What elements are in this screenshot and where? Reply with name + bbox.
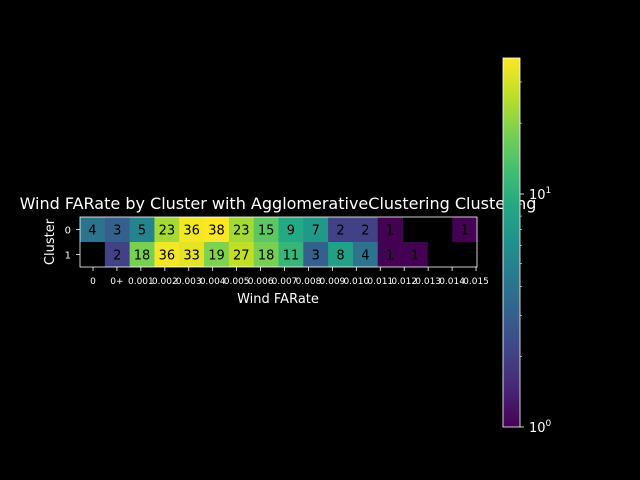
cell-value-label: 1 — [386, 224, 394, 239]
cell-value-label: 19 — [208, 249, 225, 264]
cell-value-label: 4 — [88, 224, 96, 239]
heatmap-cell — [104, 217, 131, 242]
heatmap-cell — [154, 217, 180, 242]
colorbar-minor-ticks — [520, 81, 522, 357]
cell-value-label: 23 — [233, 224, 250, 239]
heatmap-cell — [253, 217, 279, 242]
cell-value-label: 3 — [113, 224, 121, 239]
x-tick-label: 0.003 — [176, 277, 202, 287]
cell-value-label: 7 — [312, 224, 320, 239]
cell-value-label: 2 — [361, 224, 369, 239]
heatmap-cell — [204, 217, 230, 242]
cell-value-label: 33 — [183, 249, 200, 264]
colorbar: 100 101 — [502, 57, 552, 436]
heatmap-cells — [80, 217, 478, 267]
x-tick-label: 0.015 — [463, 277, 489, 287]
cell-value-label: 38 — [208, 224, 225, 239]
colorbar-tick-label: 101 — [529, 186, 551, 203]
x-tick-label: 0.013 — [415, 277, 441, 287]
x-tick-label: 0.007 — [272, 277, 298, 287]
heatmap-cell — [303, 242, 329, 267]
x-tick-label: 0 — [90, 277, 96, 287]
heatmap-cell — [377, 217, 403, 242]
y-tick-label: 0 — [65, 226, 71, 237]
cell-value-label: 18 — [134, 249, 151, 264]
heatmap-cell — [204, 242, 230, 267]
cell-value-label: 36 — [183, 224, 200, 239]
cell-value-label: 1 — [411, 249, 419, 264]
heatmap-cell — [278, 242, 304, 267]
heatmap-cell — [154, 242, 180, 267]
cell-value-label: 9 — [287, 224, 295, 239]
cell-value-label: 36 — [159, 249, 176, 264]
heatmap-cell — [452, 217, 478, 242]
cell-value-label: 11 — [283, 249, 300, 264]
cell-value-label: 1 — [386, 249, 394, 264]
heatmap-cell — [377, 242, 403, 267]
y-tick-label: 1 — [65, 251, 71, 262]
heatmap-cell — [352, 242, 379, 267]
cell-value-label: 5 — [138, 224, 146, 239]
cell-value-label: 2 — [113, 249, 121, 264]
cell-value-label: 4 — [361, 249, 369, 264]
heatmap-cell — [179, 217, 205, 242]
heatmap-cell — [328, 217, 354, 242]
heatmap-cell — [228, 217, 255, 242]
plot-frame — [79, 216, 478, 268]
heatmap-cell — [328, 242, 354, 267]
x-tick-label: 0.009 — [320, 277, 346, 287]
y-axis-ticks: 01 — [65, 226, 80, 262]
x-tick-label: 0.011 — [367, 277, 393, 287]
heatmap-cell — [129, 242, 155, 267]
heatmap-cell — [303, 217, 329, 242]
x-tick-label: 0.012 — [391, 277, 417, 287]
cell-value-label: 23 — [159, 224, 176, 239]
heatmap-cell — [278, 217, 304, 242]
x-tick-label: 0.001 — [128, 277, 154, 287]
heatmap-cell — [253, 242, 279, 267]
colorbar-tick-label: 100 — [529, 419, 552, 436]
x-tick-label: 0.005 — [224, 277, 250, 287]
heatmap-cell — [402, 242, 428, 267]
x-tick-label: 0.002 — [152, 277, 178, 287]
colorbar-gradient — [502, 57, 521, 428]
x-tick-label: 0.014 — [439, 277, 465, 287]
cell-value-label: 3 — [312, 249, 320, 264]
x-tick-label: 0.010 — [343, 277, 369, 287]
x-tick-label: 0.008 — [296, 277, 322, 287]
heatmap-cell — [228, 242, 255, 267]
x-tick-label: 0.006 — [248, 277, 274, 287]
heatmap-cell — [179, 242, 205, 267]
cell-value-label: 1 — [460, 224, 468, 239]
y-axis-label: Cluster — [43, 218, 58, 265]
heatmap-cell — [80, 217, 106, 242]
heatmap-cell — [104, 242, 131, 267]
cell-value-label: 27 — [233, 249, 250, 264]
heatmap-cell-labels: 4 3 5 23 36 38 23 15 9 7 2 2 1 12 18 36 33 19 27 18 11 3 8 4 1 1 — [88, 224, 468, 264]
x-axis-label: Wind FARate — [237, 292, 319, 307]
x-tick-label: 0+ — [110, 277, 123, 287]
chart-title: Wind FARate by Cluster with Agglomerativ… — [20, 194, 537, 213]
x-tick-label: 0.004 — [200, 277, 226, 287]
cell-value-label: 8 — [336, 249, 344, 264]
cell-value-label: 15 — [258, 224, 275, 239]
heatmap-cell — [352, 217, 379, 242]
heatmap-cell — [129, 217, 155, 242]
cell-value-label: 18 — [258, 249, 275, 264]
x-axis-ticks: 0 0+ 0.0010.0020.0030.0040.0050.0060.0070.… — [90, 267, 489, 287]
cell-value-label: 2 — [336, 224, 344, 239]
